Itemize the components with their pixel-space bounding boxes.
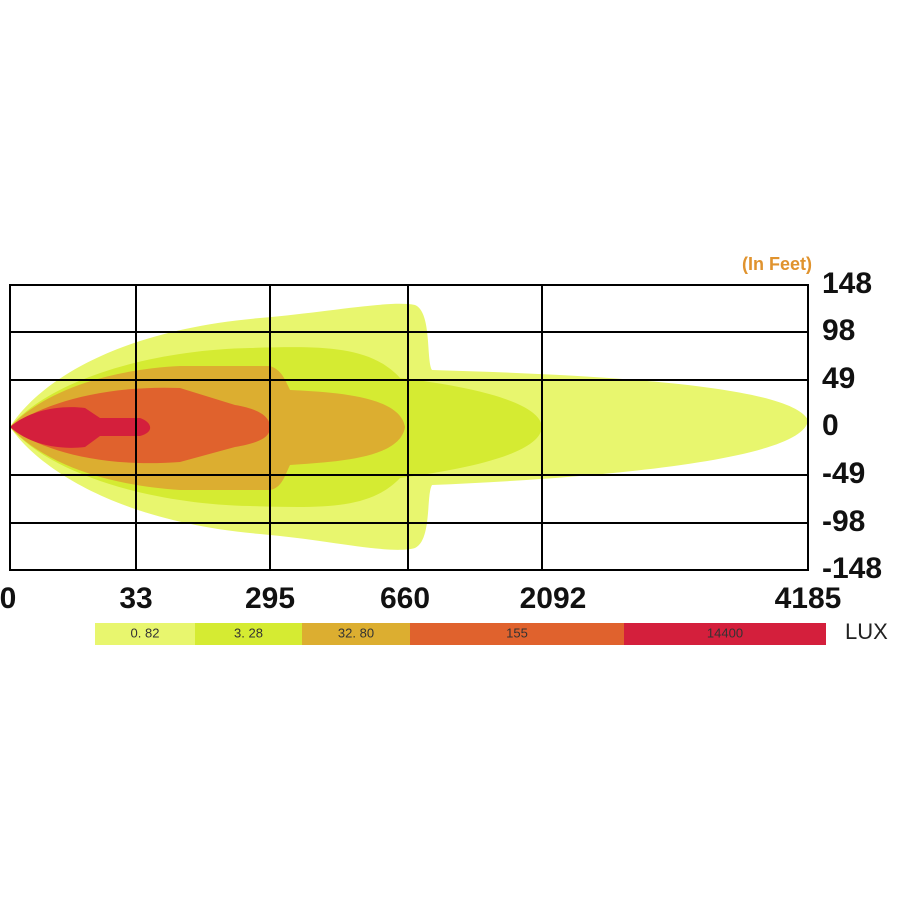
legend-label: 32. 80	[338, 625, 374, 640]
y-label: 0	[822, 409, 839, 442]
x-label: 33	[119, 582, 152, 615]
x-label: 4185	[775, 582, 842, 615]
legend-label: 3. 28	[234, 625, 263, 640]
legend-label: 0. 82	[131, 625, 160, 640]
legend-swatch	[195, 623, 302, 645]
x-label: 2092	[520, 582, 587, 615]
legend-label: 155	[506, 625, 528, 640]
legend-label: 14400	[707, 625, 743, 640]
legend-swatch	[624, 623, 826, 645]
legend-swatch	[302, 623, 410, 645]
unit-note: (In Feet)	[742, 254, 812, 274]
y-label: -49	[822, 457, 865, 490]
grid	[9, 284, 809, 571]
y-label: -98	[822, 505, 865, 538]
zone-14400	[10, 407, 151, 448]
x-label: 0	[0, 582, 16, 615]
x-label: 295	[245, 582, 295, 615]
legend-unit: LUX	[845, 619, 888, 644]
legend-swatch	[95, 623, 195, 645]
legend-swatch	[410, 623, 624, 645]
y-label: 49	[822, 362, 855, 395]
x-label: 660	[380, 582, 430, 615]
y-label: 148	[822, 267, 872, 300]
y-label: 98	[822, 314, 855, 347]
y-label: -148	[822, 552, 882, 585]
